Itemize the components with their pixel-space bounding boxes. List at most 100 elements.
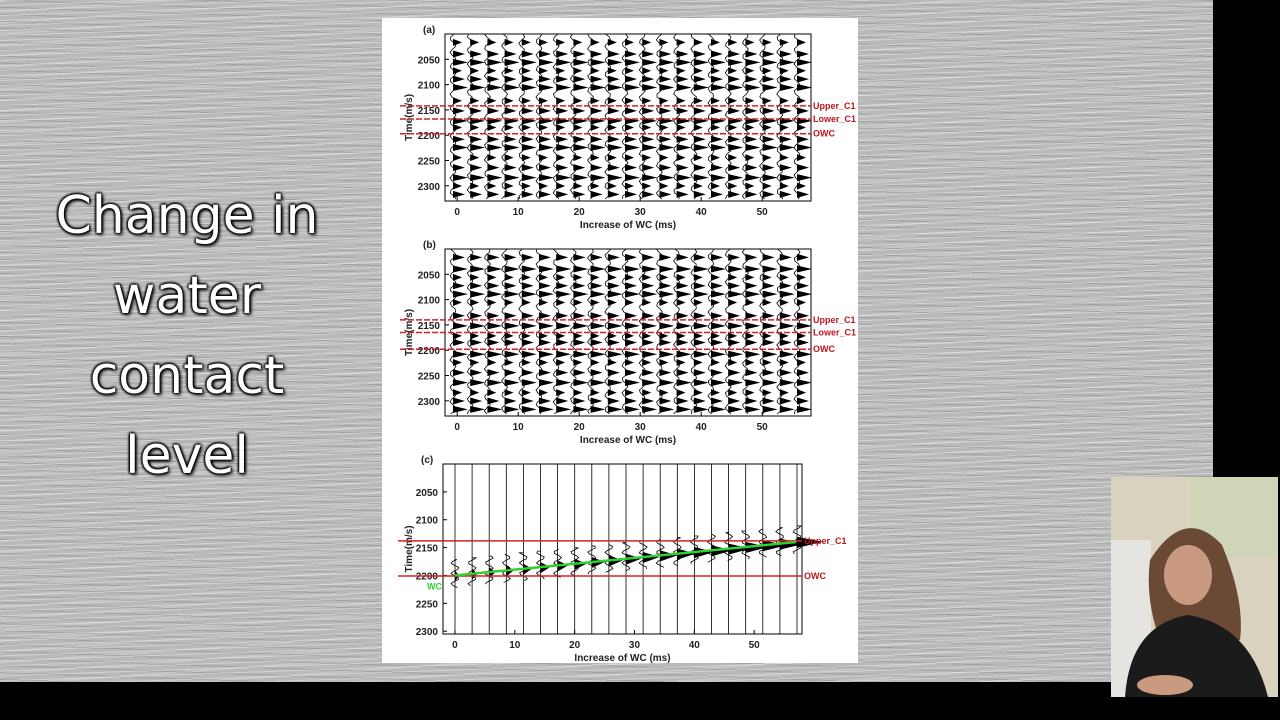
- wiggle-lobe: [779, 97, 789, 105]
- wiggle-lobe: [504, 38, 514, 46]
- wiggle-lobe: [556, 405, 572, 413]
- wiggle-lobe: [797, 182, 806, 190]
- wiggle-lobe: [659, 174, 675, 182]
- wiggle-lobe: [504, 97, 514, 105]
- wiggle-lobe: [762, 107, 775, 115]
- wiggle-lobe: [711, 389, 720, 397]
- wiggle-lobe: [728, 83, 744, 91]
- wiggle-lobe: [521, 339, 534, 347]
- wiggle-lobe: [797, 265, 812, 273]
- x-tick-label: 50: [749, 640, 761, 651]
- wiggle-lobe: [762, 379, 778, 387]
- wiggle-lobe: [659, 38, 669, 46]
- wiggle-lobe: [711, 75, 723, 83]
- wiggle-lobe: [573, 322, 589, 330]
- wiggle-lobe: [521, 265, 537, 273]
- wiggle-trace: [655, 248, 663, 415]
- wiggle-lobe: [762, 253, 775, 261]
- wiggle-lobe: [728, 124, 738, 132]
- wiggle-lobe: [728, 154, 738, 162]
- wiggle-lobe: [693, 282, 706, 290]
- wiggle-lobe: [453, 332, 462, 340]
- wiggle-lobe: [607, 290, 623, 298]
- wiggle-lobe: [470, 290, 486, 298]
- wiggle-lobe: [728, 339, 741, 347]
- wiggle-lobe: [797, 67, 806, 75]
- wiggle-lobe: [711, 545, 732, 557]
- wiggle-lobe: [728, 405, 744, 413]
- wiggle-lobe: [642, 107, 655, 115]
- wiggle-lobe: [745, 273, 755, 281]
- wiggle-lobe: [453, 75, 465, 83]
- wiggle-lobe: [676, 124, 686, 132]
- wiggle-lobe: [521, 58, 537, 66]
- wiggle-lobe: [487, 369, 500, 377]
- wiggle-lobe: [625, 282, 637, 290]
- wiggle-lobe: [521, 350, 537, 358]
- wiggle-lobe: [745, 144, 761, 152]
- horizon-label: OWC: [804, 571, 826, 581]
- wiggle-lobe: [711, 405, 726, 413]
- wiggle-lobe: [693, 182, 703, 190]
- wiggle-lobe: [590, 298, 600, 306]
- wiggle-lobe: [487, 75, 500, 83]
- wiggle-lobe: [728, 58, 744, 66]
- wiggle-lobe: [539, 339, 551, 347]
- wiggle-lobe: [659, 50, 672, 58]
- wiggle-lobe: [470, 75, 483, 83]
- wiggle-lobe: [659, 144, 675, 152]
- wiggle-lobe: [573, 298, 583, 306]
- wiggle-lobe: [487, 83, 503, 91]
- wiggle-lobe: [556, 144, 572, 152]
- x-tick-label: 0: [452, 640, 458, 651]
- panel-label: (b): [423, 240, 436, 251]
- wiggle-lobe: [728, 164, 741, 172]
- wiggle-lobe: [797, 359, 806, 367]
- wiggle-lobe: [762, 117, 778, 125]
- horizon-label: Upper_C1: [804, 536, 847, 546]
- wiggle-lobe: [556, 312, 569, 320]
- wiggle-lobe: [607, 389, 617, 397]
- wiggle-lobe: [625, 154, 634, 162]
- wiggle-lobe: [797, 298, 806, 306]
- wiggle-lobe: [745, 83, 761, 91]
- y-tick-label: 2200: [416, 571, 439, 582]
- wiggle-lobe: [745, 350, 761, 358]
- wiggle-lobe: [676, 190, 689, 198]
- wiggle-lobe: [797, 135, 809, 143]
- x-axis-label: Increase of WC (ms): [580, 435, 676, 446]
- wiggle-trace: [707, 33, 715, 200]
- wiggle-lobe: [728, 312, 741, 320]
- wiggle-lobe: [453, 174, 468, 182]
- wiggle-lobe: [590, 75, 603, 83]
- wiggle-lobe: [711, 282, 723, 290]
- wiggle-lobe: [642, 312, 655, 320]
- wiggle-trace: [518, 248, 526, 415]
- wiggle-lobe: [470, 389, 480, 397]
- wiggle-lobe: [607, 339, 620, 347]
- wiggle-lobe: [797, 536, 823, 548]
- wiggle-lobe: [659, 190, 672, 198]
- wiggle-lobe: [797, 124, 806, 132]
- wiggle-lobe: [521, 290, 537, 298]
- wiggle-lobe: [521, 135, 534, 143]
- wiggle-lobe: [779, 332, 789, 340]
- wiggle-lobe: [693, 322, 709, 330]
- wiggle-lobe: [590, 67, 600, 75]
- wiggle-lobe: [539, 124, 548, 132]
- wiggle-lobe: [487, 174, 503, 182]
- wiggle-lobe: [625, 350, 640, 358]
- wiggle-lobe: [573, 164, 586, 172]
- y-tick-label: 2050: [416, 488, 439, 499]
- wiggle-lobe: [676, 253, 689, 261]
- wiggle-lobe: [779, 117, 795, 125]
- wiggle-lobe: [470, 369, 483, 377]
- wiggle-lobe: [539, 67, 548, 75]
- wiggle-lobe: [642, 350, 658, 358]
- wiggle-lobe: [487, 265, 503, 273]
- horizon-label: OWC: [813, 344, 835, 354]
- wiggle-trace: [449, 248, 457, 415]
- wiggle-lobe: [797, 273, 806, 281]
- x-tick-label: 10: [513, 422, 525, 433]
- wiggle: [758, 528, 768, 558]
